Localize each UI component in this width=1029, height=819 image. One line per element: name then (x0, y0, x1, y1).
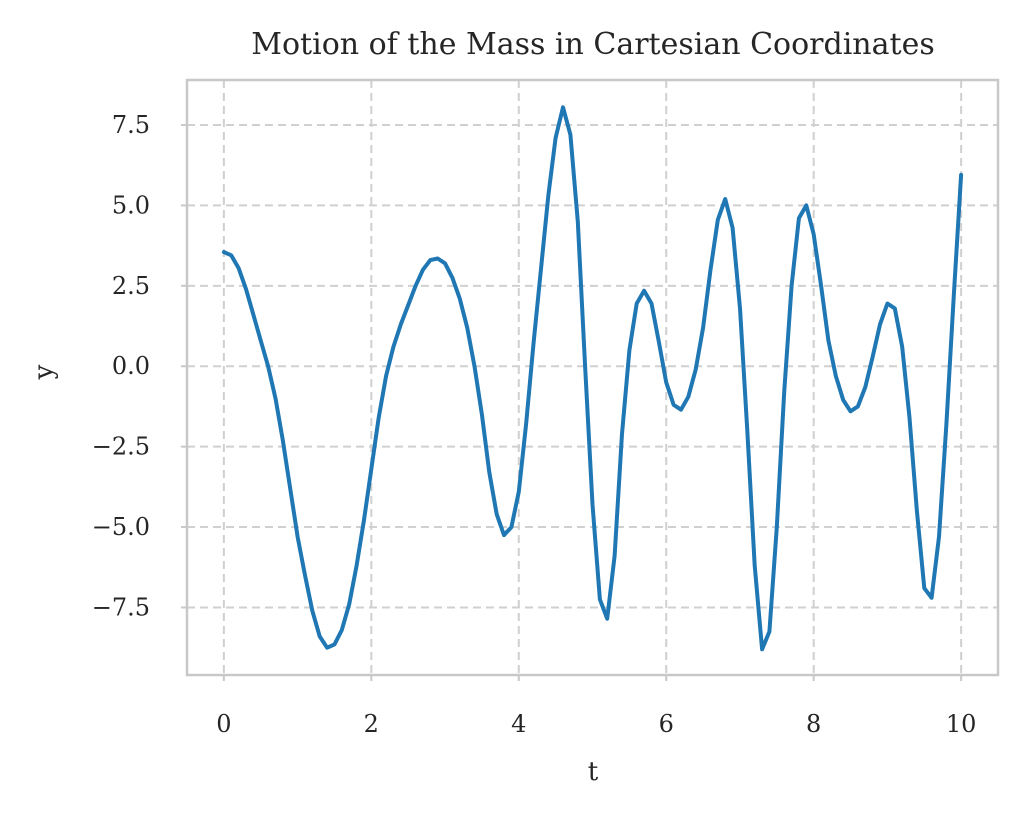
plot-frame (185, 78, 1000, 677)
grid (187, 80, 998, 675)
y-axis: 7.5 5.0 2.5 0.0 −2.5 −5.0 −7.5 (92, 111, 187, 621)
y-tick-label: 5.0 (112, 191, 150, 219)
y-axis-label: y (29, 364, 59, 380)
x-tick-label: 10 (946, 710, 977, 738)
x-tick-label: 6 (659, 710, 674, 738)
x-tick-label: 2 (364, 710, 379, 738)
x-tick-label: 8 (806, 710, 821, 738)
y-tick-label: 7.5 (112, 111, 150, 139)
y-tick-label: −7.5 (92, 593, 150, 621)
y-tick-label: 2.5 (112, 272, 150, 300)
x-tick-label: 4 (511, 710, 526, 738)
y-tick-label: −5.0 (92, 513, 150, 541)
x-tick-label: 0 (216, 710, 231, 738)
x-axis: 0 2 4 6 8 10 (216, 675, 976, 738)
series-line (221, 105, 964, 652)
series-group (221, 105, 964, 652)
x-axis-label: t (588, 757, 599, 787)
chart-title: Motion of the Mass in Cartesian Coordina… (251, 27, 934, 62)
y-tick-label: 0.0 (112, 352, 150, 380)
y-tick-label: −2.5 (92, 433, 150, 461)
